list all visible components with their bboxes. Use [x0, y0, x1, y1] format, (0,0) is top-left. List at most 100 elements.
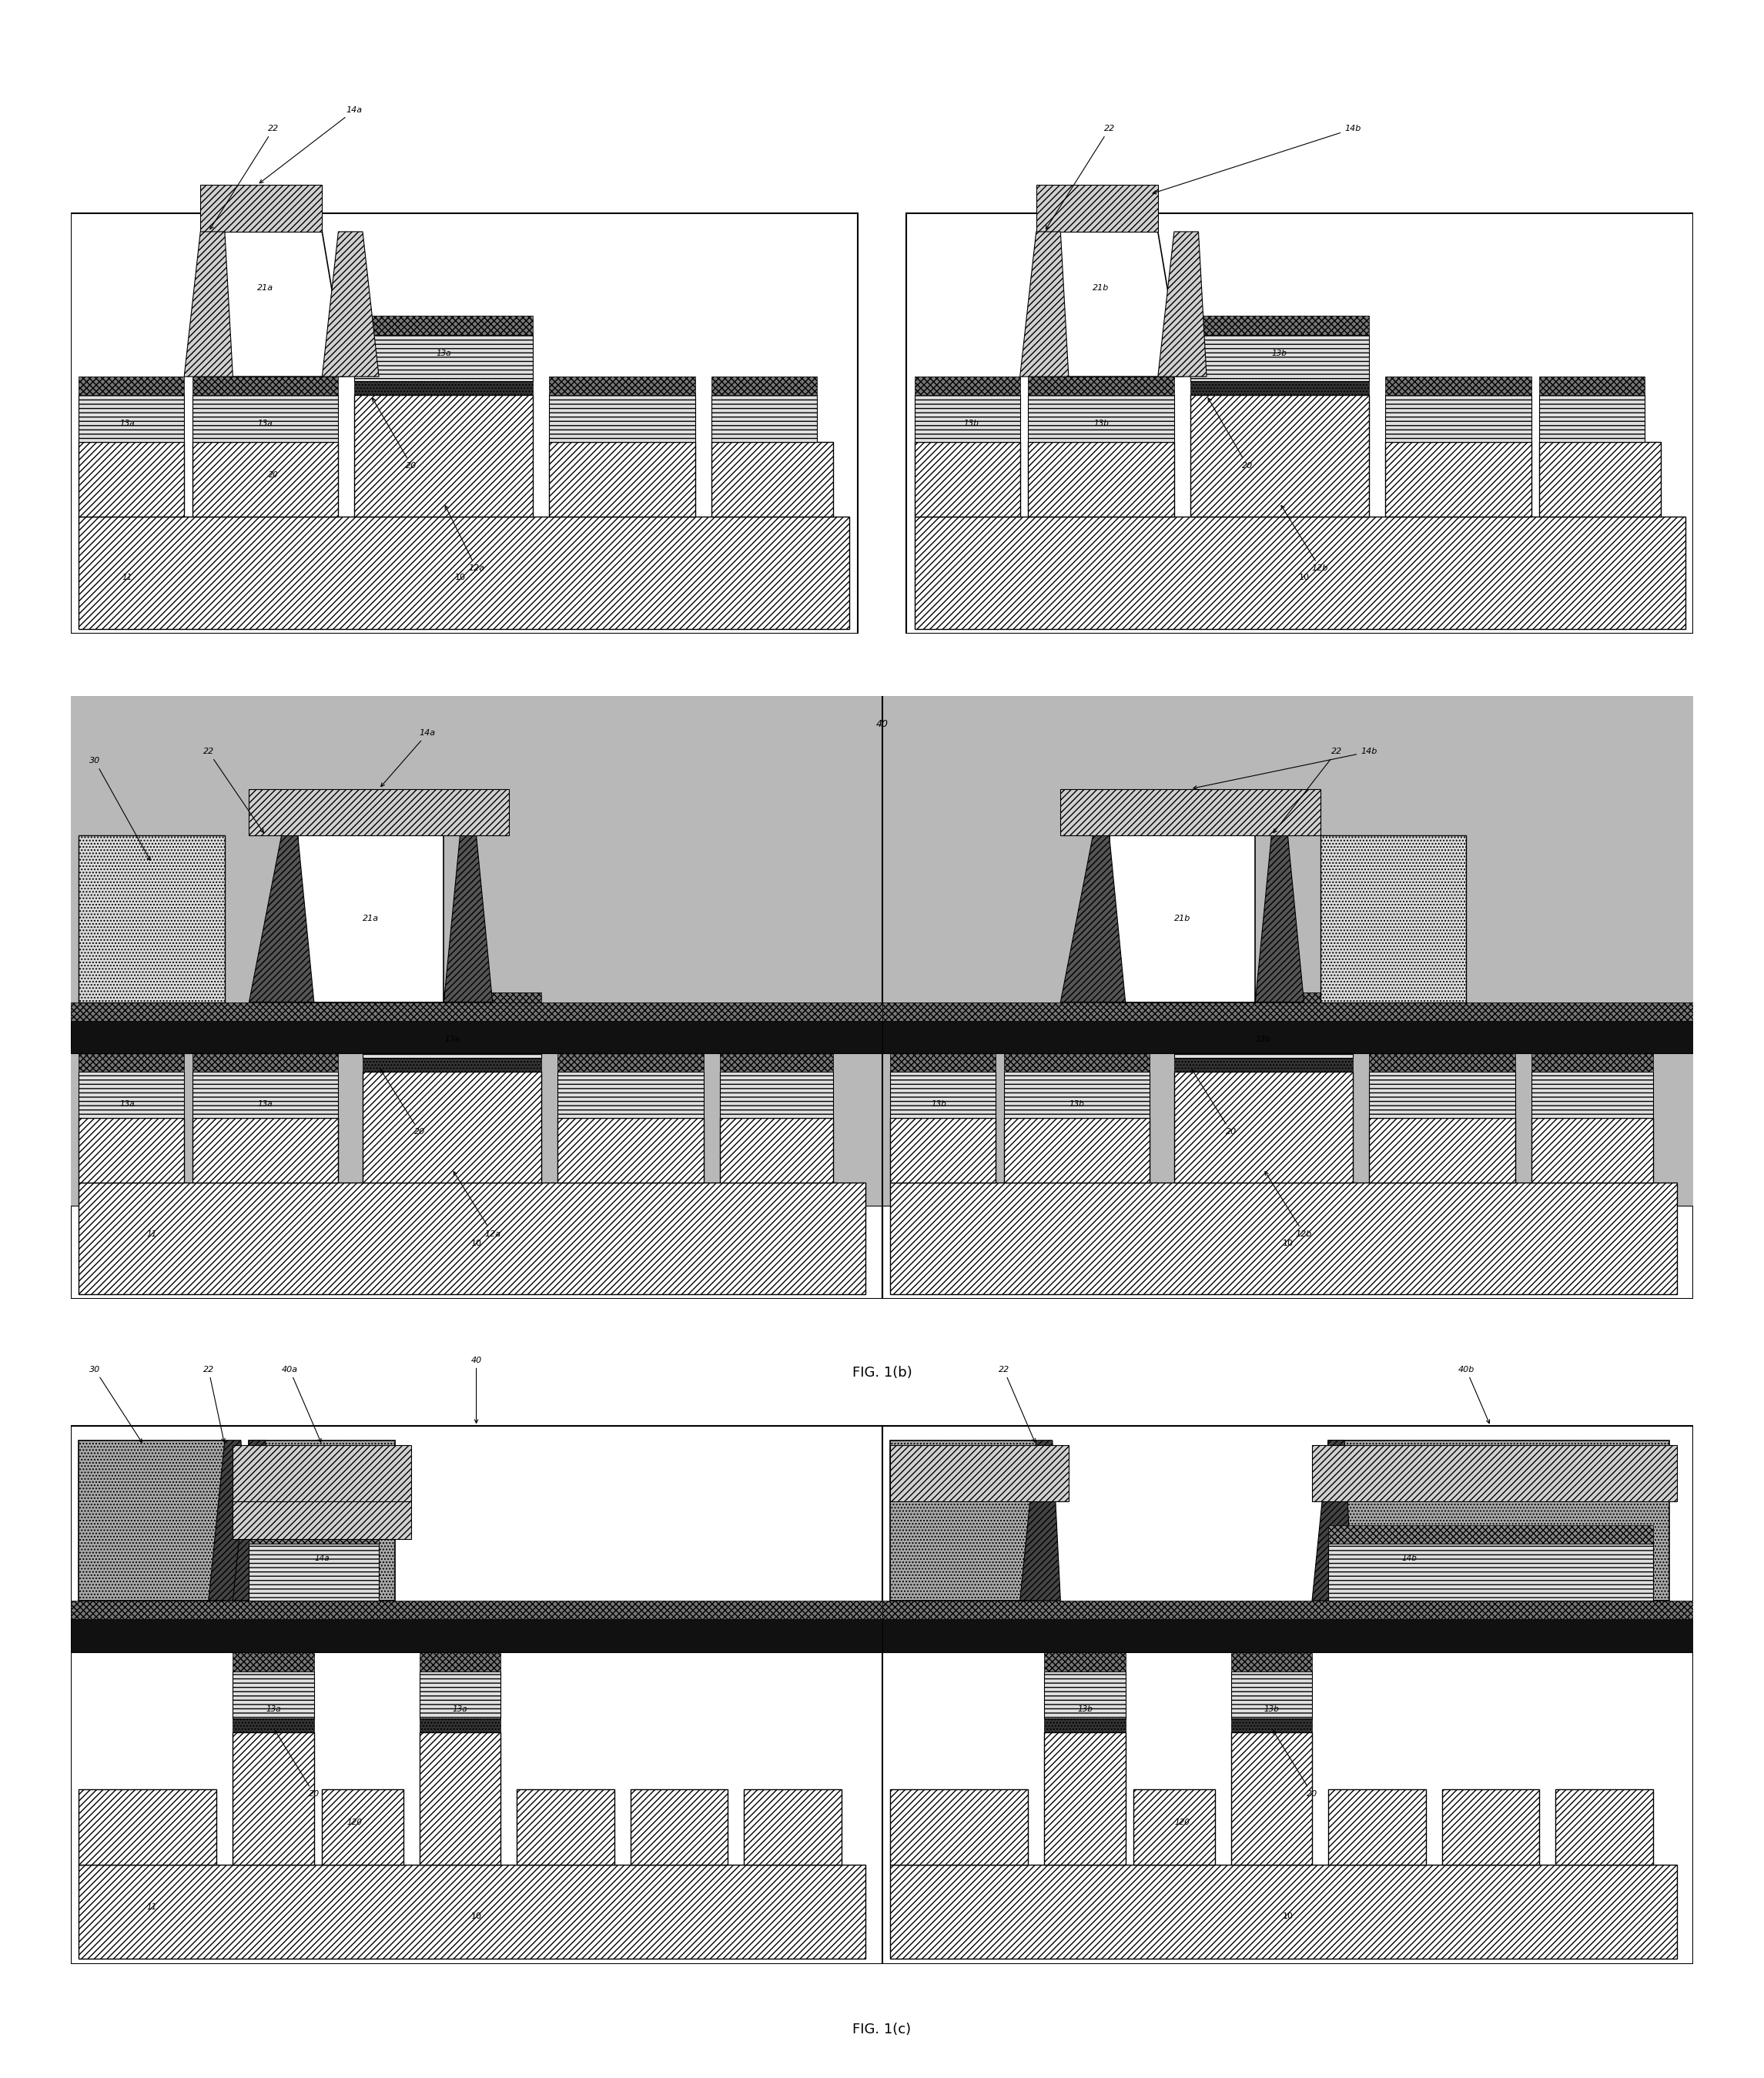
Bar: [1028, 395, 1175, 443]
Bar: [1044, 1671, 1125, 1719]
Bar: [1369, 1118, 1515, 1182]
Bar: [549, 443, 695, 517]
Text: FIG. 1(a): FIG. 1(a): [852, 702, 912, 715]
Bar: [882, 696, 1693, 1205]
Bar: [914, 395, 1020, 443]
Bar: [1134, 1789, 1215, 1864]
Bar: [1028, 443, 1175, 517]
Bar: [363, 1058, 542, 1072]
Text: 21a: 21a: [363, 914, 379, 923]
Text: 10: 10: [471, 1238, 482, 1247]
Text: 14b: 14b: [1152, 125, 1360, 193]
Bar: [79, 443, 183, 517]
Text: 11: 11: [122, 574, 132, 582]
Bar: [557, 1054, 704, 1072]
Bar: [1191, 335, 1369, 382]
Bar: [363, 993, 542, 1012]
Bar: [233, 1733, 314, 1864]
Text: FIG. 1(b): FIG. 1(b): [852, 1365, 912, 1380]
Bar: [1004, 1072, 1150, 1118]
Bar: [1531, 1118, 1653, 1182]
Bar: [891, 1182, 1678, 1295]
Text: 20: 20: [1208, 399, 1252, 470]
Text: 40b: 40b: [1459, 1365, 1489, 1423]
Text: 13a: 13a: [266, 1706, 280, 1712]
Text: 10: 10: [1298, 574, 1309, 582]
Polygon shape: [1060, 835, 1125, 1002]
Bar: [79, 395, 183, 443]
Text: 13a: 13a: [258, 1099, 273, 1108]
Bar: [557, 1072, 704, 1118]
Text: 13a: 13a: [120, 1099, 134, 1108]
Text: 22: 22: [203, 1365, 226, 1442]
Polygon shape: [233, 1440, 273, 1600]
Text: 13a: 13a: [445, 1035, 459, 1043]
Bar: [355, 395, 533, 517]
Bar: [711, 376, 817, 395]
Bar: [914, 443, 1020, 517]
Text: 40: 40: [877, 719, 887, 729]
Text: 20: 20: [1274, 1731, 1318, 1797]
Bar: [914, 517, 1685, 630]
Text: 30: 30: [90, 756, 150, 860]
Bar: [1004, 1054, 1150, 1072]
Bar: [1328, 1525, 1653, 1544]
Bar: [1004, 1118, 1150, 1182]
Bar: [891, 1118, 995, 1182]
Bar: [1044, 1652, 1125, 1671]
Bar: [1231, 1652, 1312, 1671]
Text: 10: 10: [455, 574, 466, 582]
Text: 13b: 13b: [1078, 1706, 1092, 1712]
Bar: [71, 696, 882, 1205]
Text: 20: 20: [381, 1070, 425, 1137]
Bar: [355, 316, 533, 335]
Bar: [233, 1719, 314, 1733]
Bar: [79, 376, 183, 395]
Text: 11: 11: [146, 1903, 157, 1912]
Bar: [1175, 993, 1353, 1012]
Bar: [882, 1619, 1693, 1652]
Text: 14a: 14a: [259, 106, 363, 183]
Bar: [1175, 1012, 1353, 1058]
Bar: [1231, 1719, 1312, 1733]
Bar: [71, 1426, 1693, 1964]
Polygon shape: [208, 1440, 249, 1600]
Polygon shape: [249, 835, 314, 1002]
Text: 21b: 21b: [1175, 914, 1191, 923]
Bar: [1231, 1733, 1312, 1864]
Bar: [891, 1440, 1035, 1600]
Bar: [1369, 1054, 1515, 1072]
Bar: [192, 376, 339, 395]
Bar: [420, 1733, 501, 1864]
Text: 22: 22: [203, 748, 263, 833]
Polygon shape: [201, 233, 346, 376]
Text: 10: 10: [1282, 1912, 1293, 1920]
Bar: [420, 1652, 501, 1671]
Bar: [79, 1789, 217, 1864]
Text: 14a: 14a: [314, 1554, 330, 1563]
Text: 13b: 13b: [1272, 349, 1288, 357]
Bar: [744, 1789, 841, 1864]
Bar: [71, 214, 857, 634]
Text: 10: 10: [471, 1912, 482, 1920]
Text: 22: 22: [998, 1365, 1035, 1442]
Bar: [249, 1440, 395, 1600]
Text: 120: 120: [348, 1818, 362, 1827]
Bar: [323, 1789, 404, 1864]
Bar: [79, 517, 850, 630]
Bar: [1191, 395, 1369, 517]
Text: 21a: 21a: [258, 285, 273, 291]
Bar: [517, 1789, 614, 1864]
Polygon shape: [1035, 233, 1182, 376]
Bar: [420, 1671, 501, 1719]
Bar: [420, 1719, 501, 1733]
Bar: [1385, 395, 1531, 443]
Bar: [192, 1054, 339, 1072]
Bar: [1531, 1054, 1653, 1072]
Text: 120: 120: [1175, 1818, 1191, 1827]
Bar: [79, 1182, 866, 1295]
Text: FIG. 1(c): FIG. 1(c): [852, 2022, 912, 2036]
Text: 13a: 13a: [120, 420, 134, 428]
Bar: [79, 1440, 224, 1600]
Bar: [1441, 1789, 1540, 1864]
